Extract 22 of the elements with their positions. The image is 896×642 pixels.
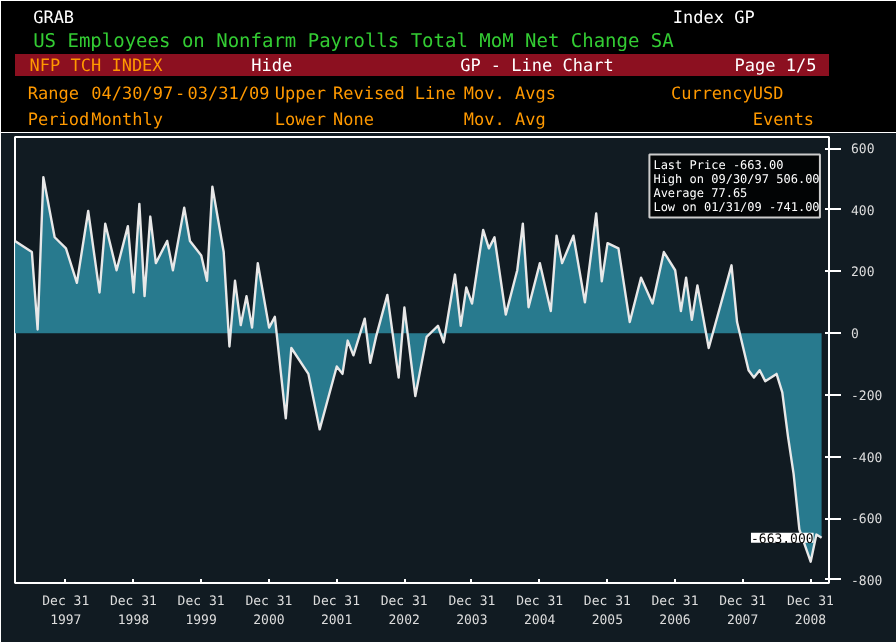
- text: Revised Line: [332, 85, 456, 105]
- text: Index GP: [672, 9, 755, 29]
- text: 03/31/09: [187, 85, 270, 105]
- text: Period: [27, 111, 90, 131]
- text: Mov. Avgs: [463, 85, 556, 105]
- text: 04/30/97: [91, 85, 174, 105]
- text: Upper: [274, 85, 327, 105]
- text: Range: [27, 85, 79, 105]
- chart-title: US Employees on Nonfarm Payrolls Total MoM Net Change SA: [33, 31, 675, 53]
- text: -: [174, 85, 186, 105]
- text: Hide: [251, 57, 293, 77]
- text: Currency: [670, 85, 753, 105]
- text: NFP TCH INDEX: [29, 57, 165, 77]
- text: GP - Line Chart: [460, 57, 614, 77]
- text: Lower: [274, 111, 327, 131]
- text: Events: [752, 111, 815, 131]
- text: GRAB: [33, 9, 75, 29]
- text: Mov. Avg: [463, 111, 546, 131]
- text: Page 1/5: [734, 57, 817, 77]
- text: Monthly: [91, 111, 163, 131]
- text: USD: [752, 85, 784, 105]
- text: None: [332, 111, 374, 131]
